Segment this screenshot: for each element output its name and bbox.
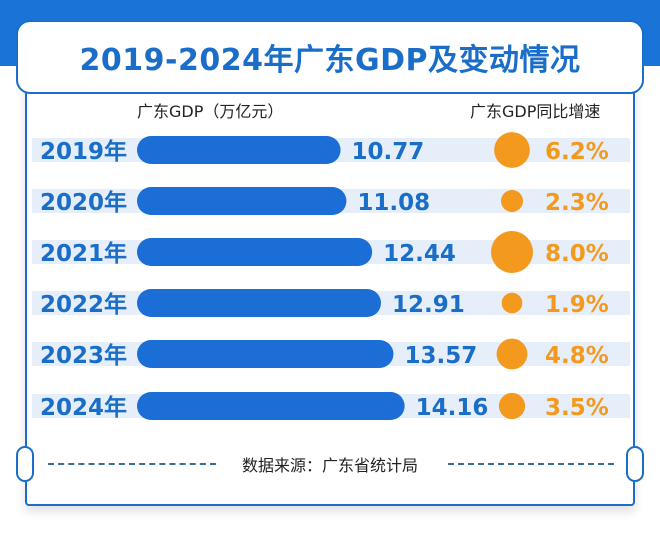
year-label: 2023年 [40, 342, 127, 369]
left-dash-divider [48, 463, 216, 465]
title-box: 2019-2024年广东GDP及变动情况 [16, 20, 644, 94]
gdp-value-label: 14.16 [416, 395, 489, 421]
growth-value-label: 1.9% [545, 292, 609, 318]
growth-circle [501, 292, 523, 314]
growth-value-label: 2.3% [545, 190, 609, 216]
gdp-value-label: 12.44 [383, 241, 456, 267]
year-label: 2019年 [40, 138, 127, 165]
year-label: 2021年 [40, 240, 127, 267]
gdp-value-label: 11.08 [357, 190, 430, 216]
growth-circle [498, 392, 526, 420]
gdp-series-label: 广东GDP（万亿元） [137, 102, 284, 121]
growth-value-label: 3.5% [545, 395, 609, 421]
chart-title: 2019-2024年广东GDP及变动情况 [79, 43, 581, 78]
gdp-value-label: 12.91 [392, 292, 465, 318]
year-label: 2024年 [40, 394, 127, 421]
gdp-bar [137, 392, 405, 420]
growth-circle [496, 338, 528, 370]
right-dash-divider [448, 463, 614, 465]
gdp-value-label: 13.57 [404, 343, 477, 369]
growth-value-label: 6.2% [545, 139, 609, 165]
growth-value-label: 4.8% [545, 343, 609, 369]
gdp-bar [137, 289, 381, 317]
left-notch [16, 446, 34, 482]
data-source: 数据来源：广东省统计局 [241, 456, 418, 475]
gdp-bar [137, 136, 341, 164]
growth-series-label: 广东GDP同比增速 [470, 102, 601, 121]
chart-card [25, 62, 635, 506]
right-notch [626, 446, 644, 482]
growth-circle [494, 132, 530, 168]
year-label: 2022年 [40, 291, 127, 318]
growth-circle [491, 231, 533, 273]
gdp-bar [137, 238, 373, 266]
growth-value-label: 8.0% [545, 241, 609, 267]
gdp-bar [137, 340, 394, 368]
growth-circle [500, 189, 524, 213]
gdp-value-label: 10.77 [352, 139, 425, 165]
gdp-bar [137, 187, 347, 215]
year-label: 2020年 [40, 189, 127, 216]
